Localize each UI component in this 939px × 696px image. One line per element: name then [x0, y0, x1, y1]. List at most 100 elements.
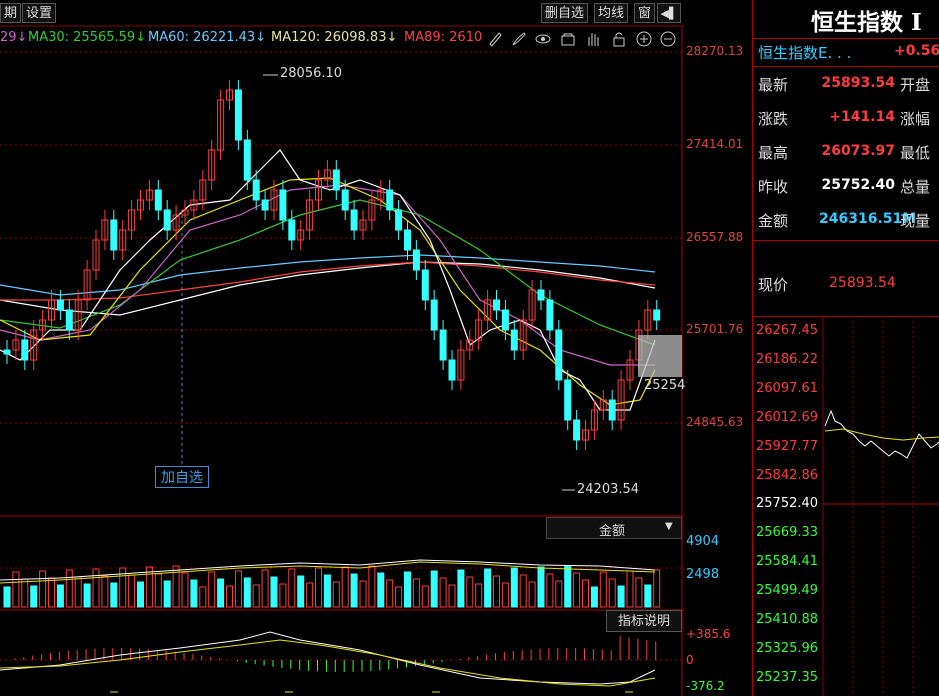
quote-label: 最高	[758, 144, 789, 162]
padlock-icon[interactable]	[610, 30, 628, 48]
volume-bar	[3, 586, 11, 608]
volume-bar	[350, 573, 358, 608]
volume-bar	[626, 570, 634, 608]
volume-bar	[65, 569, 73, 608]
volume-bar	[359, 580, 367, 608]
candle-body	[386, 189, 394, 211]
candle-body	[252, 179, 260, 201]
volume-bar	[297, 575, 305, 608]
candle-body	[537, 289, 545, 301]
quote-value: 25752.40	[821, 177, 895, 193]
intraday-tick-prev-close: 25752.40	[756, 496, 819, 511]
candle-body	[484, 299, 492, 321]
volume-bar	[635, 577, 643, 608]
volume-tick: 4904	[686, 534, 720, 549]
candle-body	[439, 329, 447, 361]
settings-button[interactable]: 设置	[22, 3, 57, 23]
price-tick: 27414.01	[686, 137, 744, 151]
volume-bar	[163, 580, 171, 608]
candle-body	[448, 359, 456, 381]
volume-metric-dropdown[interactable]: 金额 ▼	[546, 517, 682, 539]
intraday-tick: 25499.49	[756, 583, 819, 598]
candle-body	[590, 409, 598, 431]
volume-bar	[466, 576, 474, 608]
delete-watchlist-button[interactable]: 删自选	[541, 3, 589, 23]
volume-bar	[323, 574, 331, 608]
volume-bar	[92, 568, 100, 608]
volume-bar	[83, 583, 91, 608]
candle-body	[510, 329, 518, 351]
volume-bar	[39, 570, 47, 608]
intraday-tick: 26186.22	[756, 352, 819, 367]
volume-bar	[564, 565, 572, 608]
volume-bar	[493, 575, 500, 608]
instrument-subtitle[interactable]: 恒生指数E. . .	[758, 44, 852, 62]
indicator-explain-button[interactable]: 指标说明	[606, 610, 682, 632]
volume-bar	[519, 574, 527, 608]
candle-body	[39, 319, 47, 331]
ma-prefix: 29↓	[0, 30, 28, 45]
ma60-value: MA60: 26221.43↓	[148, 30, 267, 45]
candle-body	[92, 239, 100, 271]
candle-body	[208, 149, 216, 181]
chevron-down-icon: ▼	[665, 521, 673, 532]
volume-bar	[599, 571, 607, 608]
candle-body	[110, 219, 118, 251]
volume-bar	[288, 568, 296, 608]
candle-body	[65, 309, 73, 331]
candle-body	[519, 319, 527, 351]
macd-tick: -376.2	[686, 679, 725, 693]
volume-bar	[386, 579, 394, 608]
add-watchlist-button[interactable]: 加自选	[155, 466, 209, 488]
pencil-icon[interactable]	[486, 30, 504, 48]
volume-bar	[608, 578, 616, 608]
quote-label: 金额	[758, 212, 789, 230]
candle-body	[226, 89, 233, 101]
collapse-side-icon[interactable]: ◀▌	[657, 3, 681, 23]
volume-bar	[412, 578, 420, 608]
zoom-in-icon[interactable]	[635, 30, 653, 48]
candle-body	[412, 249, 420, 271]
brush-icon[interactable]	[510, 30, 528, 48]
volume-bar	[101, 575, 109, 608]
candle-body	[145, 189, 153, 201]
volume-bar	[30, 585, 38, 608]
price-chart[interactable]	[0, 0, 684, 696]
kline-chart-area[interactable]: 期 设置 删自选 均线 窗 ◀▌ 29↓ MA30: 25565.59↓ MA6…	[0, 0, 743, 696]
candle-body	[234, 89, 242, 141]
quote-value: 246316.51M	[819, 211, 917, 227]
period-tab[interactable]: 期	[0, 3, 22, 23]
zoom-out-icon[interactable]	[659, 30, 677, 48]
hand-icon[interactable]	[584, 30, 602, 48]
candle-body	[279, 189, 287, 221]
candle-body	[48, 299, 55, 321]
intraday-tick: 25842.86	[756, 468, 819, 483]
ma89-value: MA89: 2610	[404, 30, 483, 45]
ma-line-button[interactable]: 均线	[594, 3, 629, 23]
candle-body	[626, 359, 634, 381]
volume-bar	[484, 568, 492, 608]
volume-bar	[172, 565, 180, 608]
intraday-tick: 25584.41	[756, 554, 819, 569]
intraday-tick: 25669.33	[756, 525, 819, 540]
volume-bar	[315, 567, 322, 608]
candle-body	[332, 169, 340, 191]
intraday-tick: 25237.35	[756, 670, 819, 685]
lock-box-icon[interactable]	[559, 30, 577, 48]
candle-body	[653, 309, 661, 321]
volume-bar	[21, 578, 29, 608]
candle-body	[546, 299, 554, 331]
quote-label: 涨跌	[758, 110, 789, 128]
macd-tick: +385.6	[686, 627, 731, 641]
intraday-chart[interactable]	[753, 316, 939, 696]
price-tick: 25701.76	[686, 322, 744, 336]
candle-body	[341, 189, 349, 211]
eye-icon[interactable]	[534, 30, 552, 48]
instrument-title: 恒生指数 I	[811, 9, 922, 36]
current-price-label: 现价	[758, 276, 789, 294]
quote-value: +141.14	[829, 109, 895, 125]
window-button[interactable]: 窗	[634, 3, 656, 23]
high-price-label: 28056.10	[280, 66, 343, 81]
volume-bar	[341, 566, 349, 608]
volume-bar	[154, 573, 162, 608]
